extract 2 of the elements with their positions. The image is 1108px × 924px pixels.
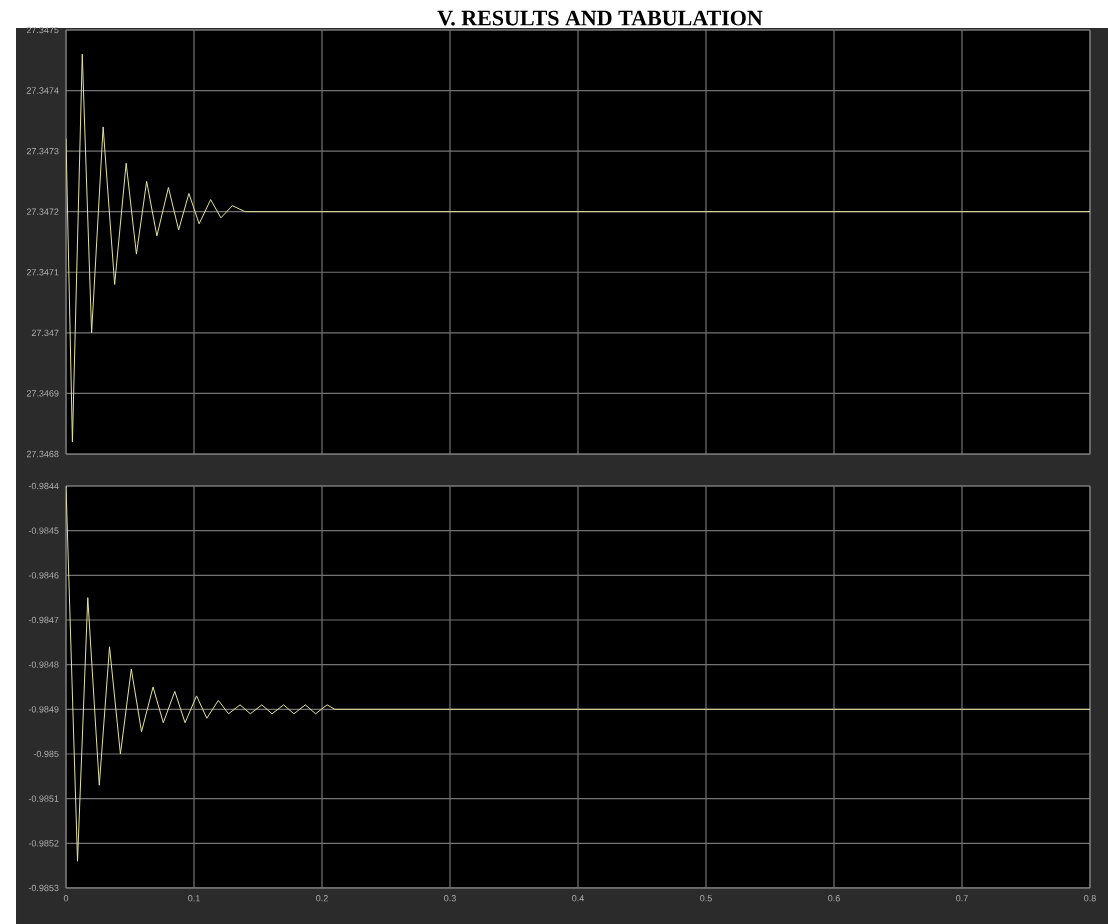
line-series [66,53,1090,443]
chart-title: V. RESULTS AND TABULATION [437,10,763,26]
